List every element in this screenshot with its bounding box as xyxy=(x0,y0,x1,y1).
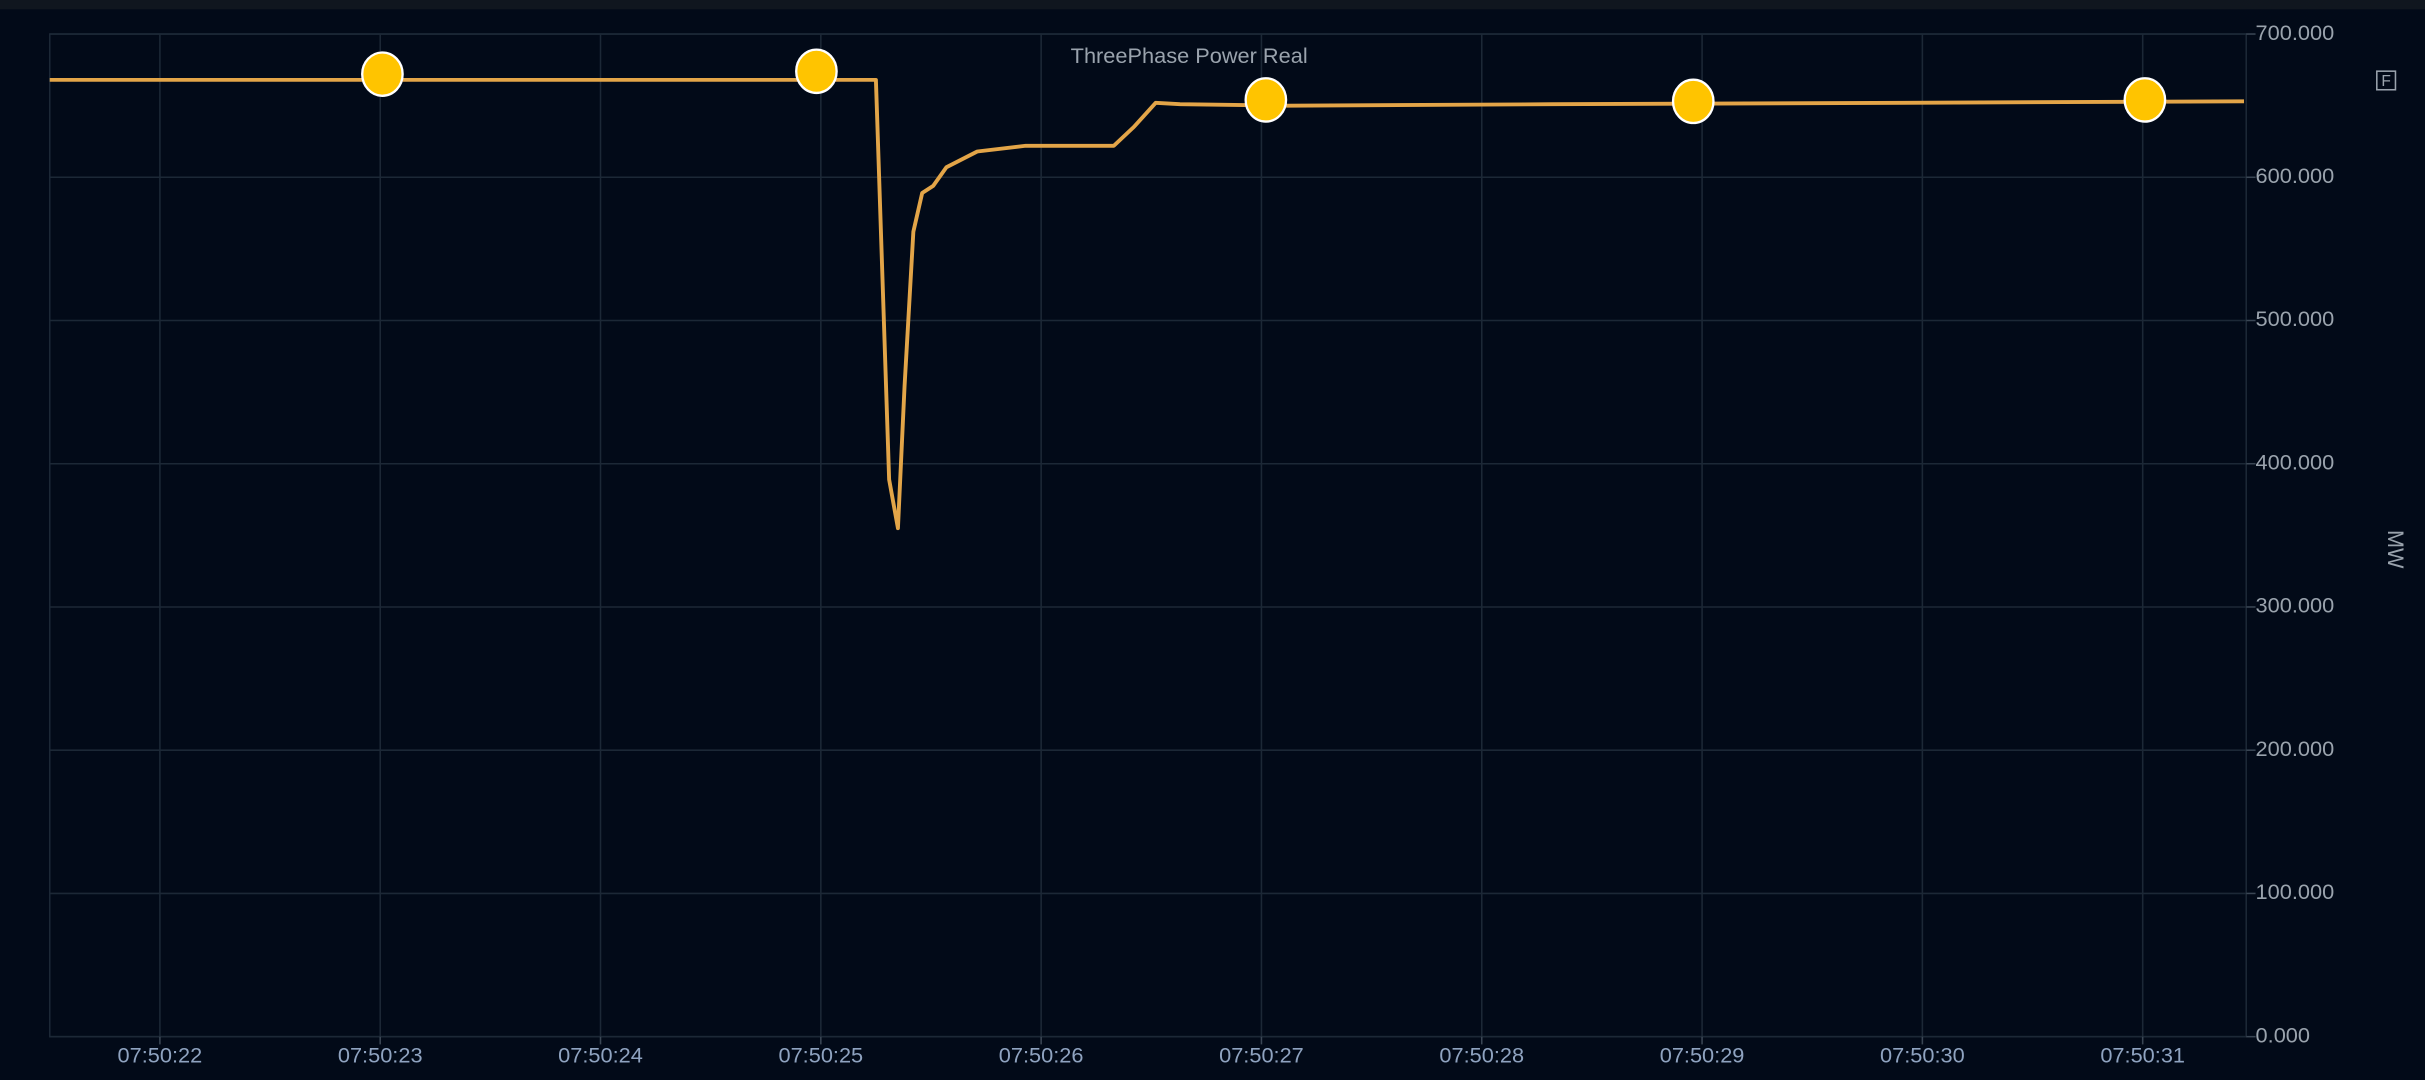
data-line xyxy=(49,77,2245,531)
x-tick-label: 07:50:24 xyxy=(558,1043,643,1068)
marker xyxy=(361,51,404,97)
y-tick-label: 700.000 xyxy=(2256,20,2335,45)
chart-title: ThreePhase Power Real xyxy=(1071,43,1308,68)
y-tick-label: 300.000 xyxy=(2256,593,2335,618)
y-tick-label: 600.000 xyxy=(2256,163,2335,188)
marker xyxy=(1244,77,1288,123)
x-tick-label: 07:50:28 xyxy=(1439,1043,1524,1068)
y-tick-label: 0.000 xyxy=(2256,1022,2310,1047)
x-tick-label: 07:50:30 xyxy=(1880,1043,1965,1068)
y-axis-label: MW xyxy=(2383,530,2408,569)
x-tick-label: 07:50:29 xyxy=(1660,1043,1745,1068)
x-tick-label: 07:50:31 xyxy=(2100,1043,2185,1068)
marker xyxy=(1671,78,1715,125)
x-tick-label: 07:50:22 xyxy=(118,1043,203,1068)
icon-label[interactable]: F xyxy=(2381,73,2390,90)
x-tick-label: 07:50:26 xyxy=(999,1043,1084,1068)
y-tick-label: 200.000 xyxy=(2256,736,2335,761)
icon-box[interactable] xyxy=(2376,70,2397,91)
y-tick-label: 100.000 xyxy=(2256,879,2335,904)
x-tick-label: 07:50:27 xyxy=(1219,1043,1304,1068)
y-tick-label: 500.000 xyxy=(2256,306,2335,331)
y-tick-label: 400.000 xyxy=(2256,450,2335,475)
marker xyxy=(2123,77,2167,123)
x-tick-label: 07:50:23 xyxy=(338,1043,423,1068)
marker xyxy=(795,48,838,95)
x-tick-label: 07:50:25 xyxy=(778,1043,863,1068)
top-border xyxy=(0,0,2425,10)
